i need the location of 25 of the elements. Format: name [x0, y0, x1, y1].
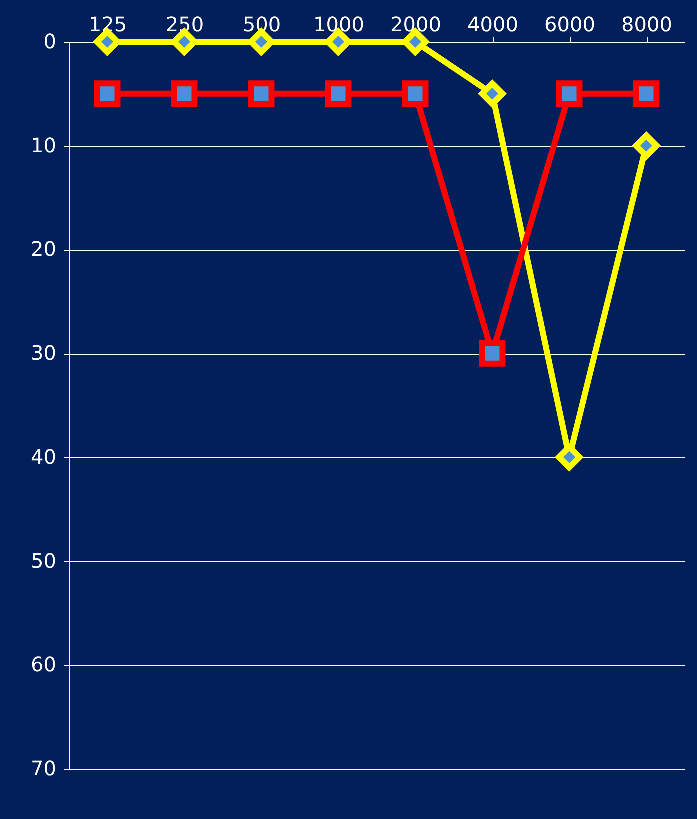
point: [633, 132, 660, 160]
x-tick-label: 500: [242, 12, 282, 36]
x-tick-label: 2000: [390, 12, 442, 36]
x-tick-label: 4000: [468, 12, 518, 36]
point: [556, 444, 583, 471]
point: [556, 80, 583, 108]
y-tick-label: 30: [31, 341, 56, 366]
x-tick-label: 6000: [544, 12, 596, 36]
y-tick-label: 20: [31, 237, 56, 262]
y-tick-label: 10: [31, 133, 56, 158]
point: [479, 80, 506, 108]
point: [633, 80, 660, 108]
point: [94, 80, 121, 108]
y-tick-label: 0: [44, 30, 56, 54]
y-tick-label: 50: [31, 548, 56, 573]
point: [402, 80, 429, 108]
y-tick-label: 60: [31, 652, 56, 677]
point: [171, 80, 198, 108]
point: [248, 80, 275, 108]
x-tick-label: 8000: [622, 12, 672, 36]
x-tick-label: 1000: [314, 12, 364, 36]
y-tick-label: 40: [31, 444, 56, 469]
point: [325, 80, 352, 108]
y-tick-label: 70: [31, 756, 56, 780]
point: [479, 340, 506, 367]
